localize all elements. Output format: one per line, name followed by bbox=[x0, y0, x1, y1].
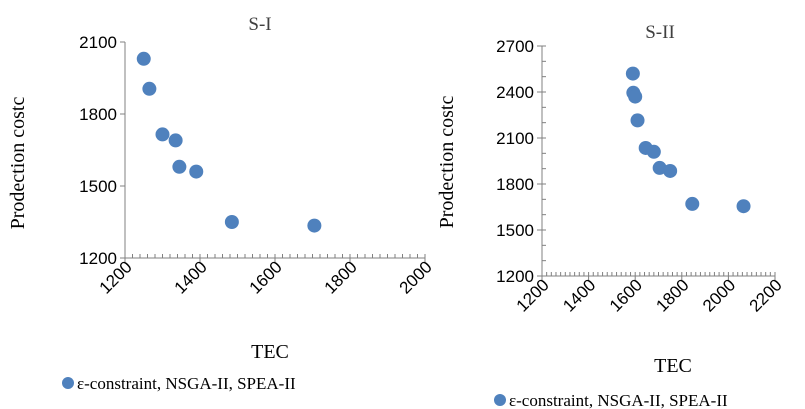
y-tick-label: 1800 bbox=[496, 175, 534, 194]
y-tick-label: 1800 bbox=[79, 105, 117, 124]
data-point bbox=[136, 51, 151, 66]
data-points bbox=[136, 51, 322, 233]
x-tick-label: 1600 bbox=[246, 257, 286, 297]
x-axis-label: TEC bbox=[251, 341, 289, 363]
data-point bbox=[224, 215, 239, 229]
legend: ε-constraint, NSGA-II, SPEA-II bbox=[62, 374, 296, 393]
x-tick-label: 1400 bbox=[171, 257, 211, 297]
x-tick-label: 2000 bbox=[396, 257, 436, 297]
chart-s-i: S-I Prodection costc TEC 1200 1400 1600 180… bbox=[7, 14, 436, 393]
data-point bbox=[155, 127, 170, 142]
chart-title: S-II bbox=[645, 22, 675, 43]
x-tick-label: 1600 bbox=[606, 275, 646, 315]
y-tick-label: 2100 bbox=[79, 33, 117, 52]
data-point bbox=[630, 113, 645, 128]
data-point bbox=[663, 163, 678, 178]
legend: ε-constraint, NSGA-II, SPEA-II bbox=[494, 391, 728, 409]
legend-marker bbox=[62, 377, 74, 389]
y-tick-labels: 1200 1500 1800 2100 bbox=[79, 33, 117, 268]
data-point bbox=[628, 89, 643, 104]
y-tick-label: 1500 bbox=[496, 221, 534, 240]
y-tick-label: 2100 bbox=[496, 129, 534, 148]
tick-marks bbox=[120, 41, 426, 262]
data-point bbox=[736, 199, 751, 214]
data-point bbox=[189, 164, 204, 179]
data-point bbox=[168, 133, 183, 148]
y-axis-label: Prodection costc bbox=[436, 96, 458, 229]
chart-title: S-I bbox=[248, 14, 271, 35]
x-tick-label: 2000 bbox=[699, 275, 739, 315]
x-tick-labels: 1200 1400 1600 1800 2000 bbox=[96, 257, 436, 297]
x-axis-label: TEC bbox=[654, 355, 692, 377]
data-point bbox=[142, 81, 157, 96]
data-point bbox=[625, 66, 640, 81]
x-tick-label: 1400 bbox=[559, 275, 599, 315]
x-tick-label: 1800 bbox=[652, 275, 692, 315]
data-points bbox=[625, 66, 751, 214]
legend-label: ε-constraint, NSGA-II, SPEA-II bbox=[77, 374, 296, 393]
legend-marker bbox=[494, 394, 506, 406]
data-point bbox=[646, 144, 661, 159]
x-tick-label: 1800 bbox=[321, 257, 361, 297]
data-point bbox=[685, 196, 700, 211]
y-axis-label: Prodection costc bbox=[7, 97, 29, 230]
legend-label: ε-constraint, NSGA-II, SPEA-II bbox=[509, 391, 728, 409]
y-tick-label: 1500 bbox=[79, 177, 117, 196]
x-tick-labels: 1200 1400 1600 1800 2000 2200 bbox=[513, 275, 786, 315]
data-point bbox=[172, 159, 187, 174]
y-tick-label: 2700 bbox=[496, 37, 534, 56]
y-tick-label: 1200 bbox=[496, 267, 534, 286]
x-tick-label: 2200 bbox=[746, 275, 786, 315]
chart-s-ii: S-II Prodection costc TEC 1200 1400 1600 18… bbox=[436, 22, 786, 409]
y-tick-label: 1200 bbox=[79, 249, 117, 268]
tick-marks bbox=[537, 45, 776, 280]
data-point bbox=[307, 218, 322, 233]
y-tick-label: 2400 bbox=[496, 83, 534, 102]
y-tick-labels: 1200 1500 1800 2100 2400 2700 bbox=[496, 37, 534, 286]
